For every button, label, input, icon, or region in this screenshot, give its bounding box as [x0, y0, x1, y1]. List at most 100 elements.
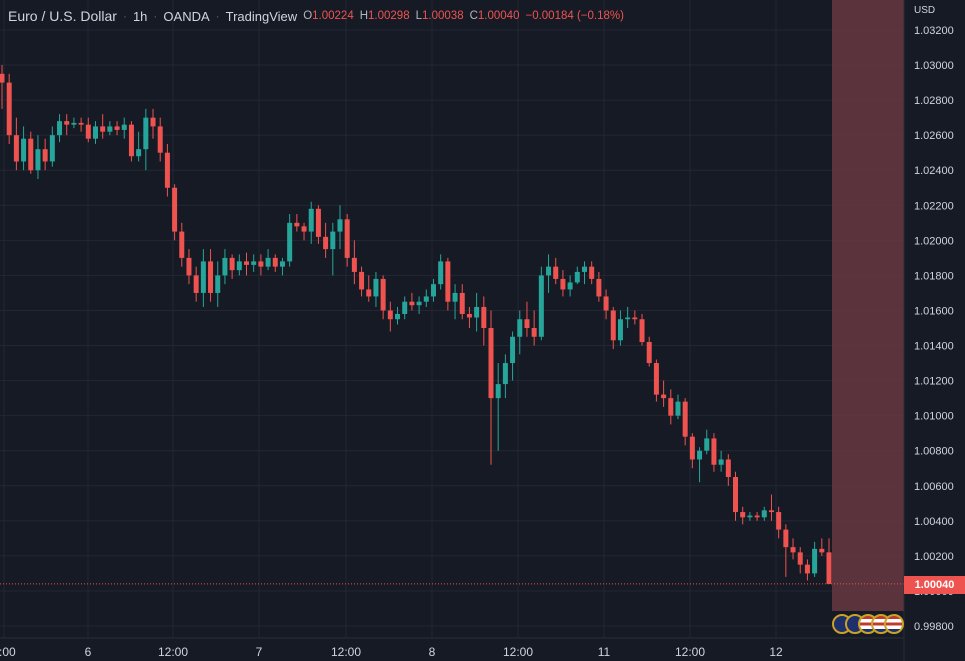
candle-body [215, 275, 221, 293]
candle [279, 257, 285, 276]
candle [488, 310, 494, 465]
candle-body [0, 73, 5, 83]
candle [287, 214, 293, 267]
candle-body [78, 122, 84, 125]
candle [639, 313, 645, 346]
candle-body [653, 363, 659, 395]
candle-body [42, 149, 48, 162]
candle-body [617, 319, 623, 341]
candle-body [524, 319, 530, 328]
candle-body [351, 257, 357, 272]
candle [574, 266, 580, 285]
candle-body [819, 548, 825, 553]
candle-body [100, 126, 106, 132]
ohlc-values: O1.00224 H1.00298 L1.00038 C1.00040 −0.0… [303, 10, 624, 22]
candle [790, 538, 796, 560]
price-tick-label: 1.02600 [914, 130, 954, 142]
candle-body [344, 219, 350, 258]
candle [560, 270, 566, 297]
candle-body [287, 222, 293, 262]
candle [725, 454, 731, 486]
time-tick-label: 11 [598, 645, 611, 659]
candle [359, 266, 365, 297]
candle-body [675, 401, 681, 416]
candle [819, 538, 825, 556]
candle [761, 506, 767, 521]
candle [200, 249, 206, 307]
candle-body [459, 292, 465, 314]
candle [92, 121, 98, 144]
candle-body [395, 313, 401, 320]
candle [28, 131, 34, 174]
candle-body [776, 512, 782, 530]
candle-body [546, 266, 552, 276]
time-tick-label: 8 [429, 645, 436, 659]
candle [474, 292, 480, 332]
interval-label[interactable]: 1h [132, 8, 148, 24]
candle-body [164, 152, 170, 188]
candle [682, 398, 688, 446]
candle-body [761, 510, 767, 518]
candle [179, 222, 185, 267]
candle-body [179, 231, 185, 258]
time-tick-label: 6 [85, 645, 92, 659]
economic-events[interactable] [832, 613, 904, 635]
candle-body [6, 82, 12, 136]
candle [812, 541, 818, 577]
candles [0, 65, 832, 584]
price-tick-label: 1.00800 [914, 446, 954, 458]
candle-body [725, 459, 731, 477]
candle [689, 433, 695, 469]
candle-body [121, 124, 127, 130]
candle-body [244, 261, 250, 265]
candle-body [466, 313, 472, 318]
candle [215, 261, 221, 307]
candle [337, 205, 343, 250]
candle [653, 359, 659, 402]
candle [603, 289, 609, 320]
candle [553, 257, 559, 285]
candle-body [438, 261, 444, 285]
candle-body [366, 289, 372, 297]
chart-grid [0, 0, 904, 638]
candle [0, 65, 5, 109]
candle-body [85, 124, 91, 139]
candle [697, 447, 703, 483]
candle-body [704, 438, 710, 451]
us-flag-icon[interactable] [884, 614, 904, 634]
candle-body [826, 552, 832, 584]
candle [143, 108, 149, 171]
price-tick-label: 1.03200 [914, 25, 954, 37]
candle [538, 266, 544, 341]
candle [596, 271, 602, 302]
candle [373, 271, 379, 307]
candle-body [294, 222, 300, 227]
candle [64, 114, 70, 136]
candle-body [13, 135, 19, 162]
candle [351, 240, 357, 285]
candle [783, 524, 789, 577]
candle [776, 506, 782, 539]
candle [251, 254, 257, 272]
candle-body [502, 363, 508, 385]
currency-unit[interactable]: USD [914, 5, 936, 16]
candle [610, 306, 616, 350]
candle-body [603, 296, 609, 311]
candle-body [804, 564, 810, 574]
candle [826, 538, 832, 584]
candle [495, 363, 501, 451]
candle [395, 306, 401, 325]
candle [294, 214, 300, 232]
candle-body [423, 296, 429, 302]
platform-label: TradingView [225, 8, 298, 24]
candle [632, 310, 638, 325]
candle-body [71, 122, 77, 125]
candle-body [114, 126, 120, 130]
candle [157, 117, 163, 162]
candle [229, 254, 235, 279]
candle-body [236, 261, 242, 271]
symbol-name[interactable]: Euro / U.S. Dollar [8, 8, 117, 24]
candle [567, 275, 573, 297]
candle [150, 108, 156, 139]
